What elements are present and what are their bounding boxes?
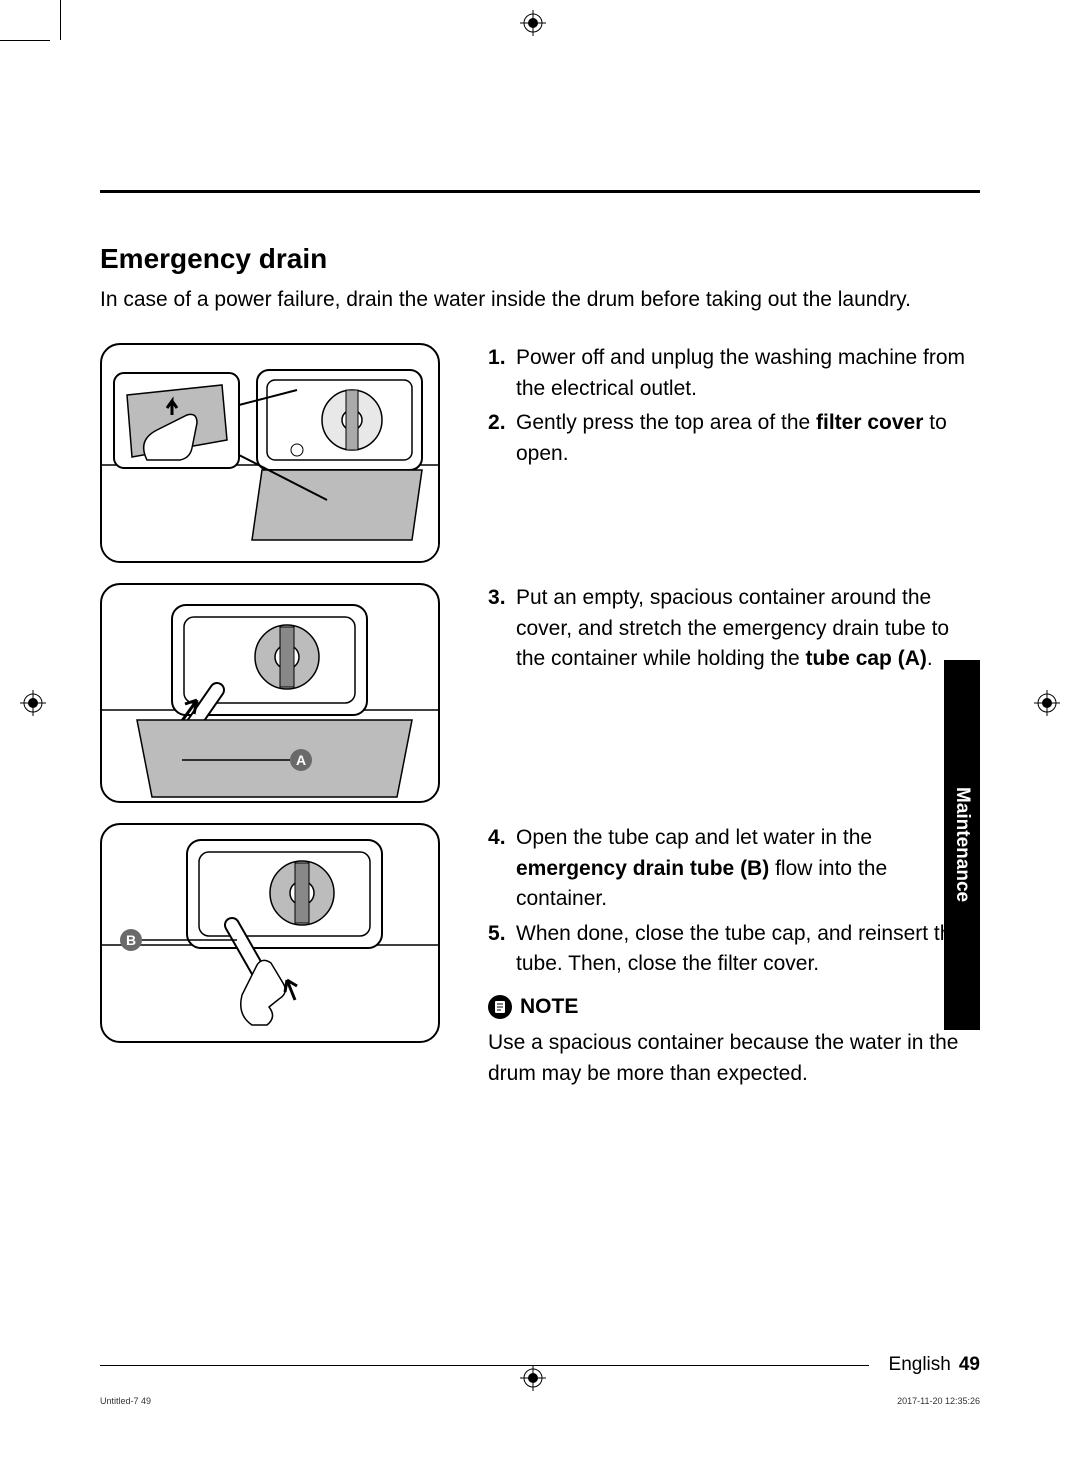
step-row-1: Power off and unplug the washing machine… — [100, 343, 980, 563]
figure-1 — [100, 343, 440, 563]
figure-2: A — [100, 583, 440, 803]
crop-rule-horizontal — [0, 40, 50, 41]
registration-mark-right — [1034, 690, 1060, 716]
step-5: When done, close the tube cap, and reins… — [488, 919, 980, 980]
step-4: Open the tube cap and let water in the e… — [488, 823, 980, 914]
steps-3: Put an empty, spacious container around … — [488, 583, 980, 678]
section-title: Emergency drain — [100, 243, 980, 275]
step-3-bold: tube cap (A) — [806, 647, 927, 670]
step-row-2: A Put an empty, spacious container aroun… — [100, 583, 980, 803]
step-3-post: . — [927, 647, 933, 670]
side-tab-maintenance: Maintenance — [944, 660, 980, 1030]
print-meta-right: 2017-11-20 12:35:26 — [897, 1396, 980, 1406]
note-icon — [488, 995, 512, 1019]
page-footer: English 49 — [100, 1354, 980, 1376]
footer-language: English — [889, 1354, 951, 1376]
steps-1-2: Power off and unplug the washing machine… — [488, 343, 980, 473]
registration-mark-left — [20, 690, 46, 716]
crop-rule-vertical — [60, 0, 61, 40]
step-1: Power off and unplug the washing machine… — [488, 343, 980, 404]
step-4-bold: emergency drain tube (B) — [516, 857, 769, 880]
step-2: Gently press the top area of the filter … — [488, 408, 980, 469]
step-2-pre: Gently press the top area of the — [516, 411, 816, 434]
page-content: Emergency drain In case of a power failu… — [100, 60, 980, 1416]
step-1-text: Power off and unplug the washing machine… — [516, 346, 965, 399]
step-3: Put an empty, spacious container around … — [488, 583, 980, 674]
top-rule — [100, 190, 980, 193]
section-intro: In case of a power failure, drain the wa… — [100, 285, 980, 315]
step-row-3: B Open the tube cap and let water in the… — [100, 823, 980, 1089]
note-label: NOTE — [520, 992, 578, 1022]
footer-rule — [100, 1365, 869, 1366]
steps-4-5-note: Open the tube cap and let water in the e… — [488, 823, 980, 1089]
note-body: Use a spacious container because the wat… — [488, 1028, 980, 1089]
step-4-pre: Open the tube cap and let water in the — [516, 826, 872, 849]
step-5-text: When done, close the tube cap, and reins… — [516, 922, 963, 975]
step-2-bold: filter cover — [816, 411, 923, 434]
print-meta-left: Untitled-7 49 — [100, 1396, 151, 1406]
note-header: NOTE — [488, 992, 980, 1022]
footer-page-number: 49 — [959, 1354, 980, 1376]
figure-3: B — [100, 823, 440, 1043]
registration-mark-top — [520, 10, 546, 36]
